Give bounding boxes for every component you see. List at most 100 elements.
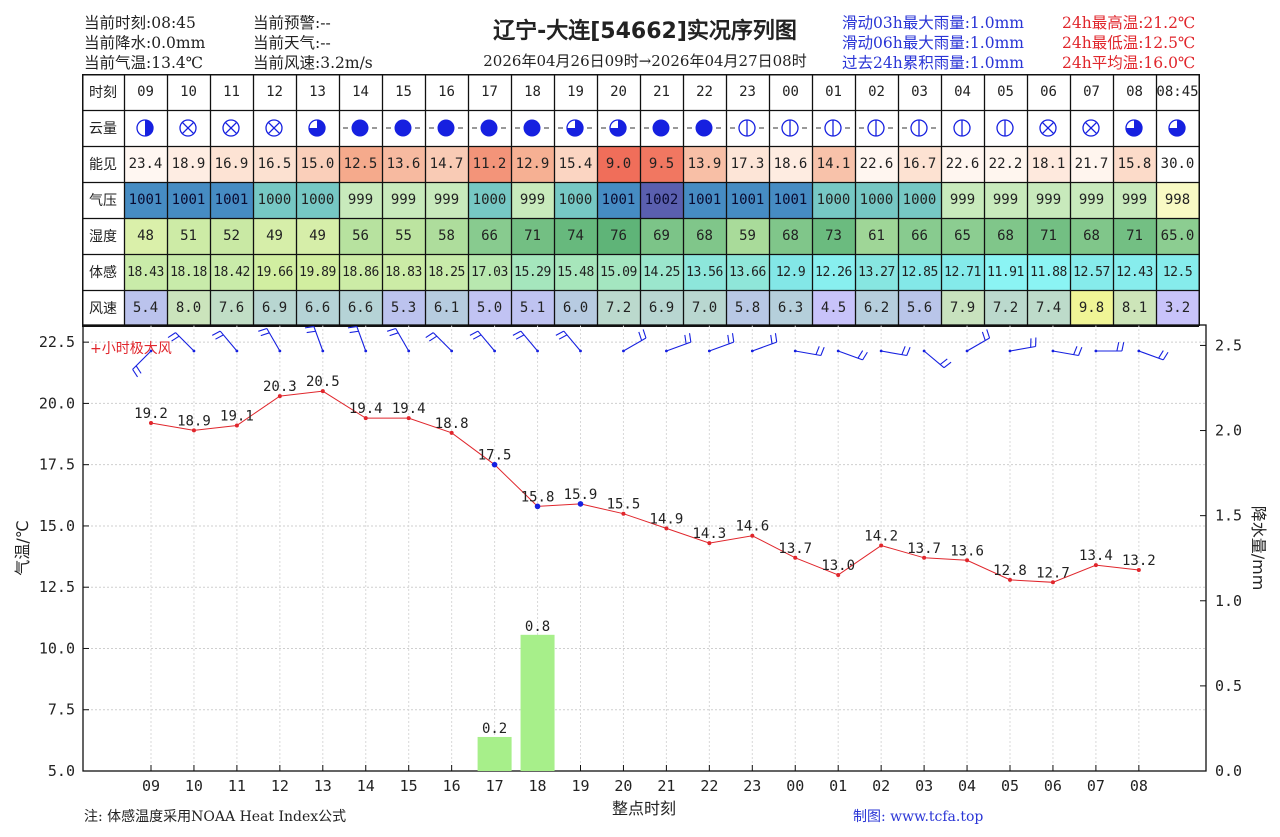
temperature-point <box>449 430 454 435</box>
wind-barb <box>386 327 411 353</box>
apparent-cell: 11.91 <box>984 254 1027 290</box>
cloud-cover-icon <box>687 119 721 137</box>
hour-cell: 00 <box>782 84 799 100</box>
pressure-cell: 999 <box>1113 182 1156 218</box>
humidity-cell: 68 <box>683 218 726 254</box>
apparent-cell: 12.5 <box>1156 254 1199 290</box>
humidity-cell: 49 <box>253 218 296 254</box>
wind-barb <box>555 330 582 353</box>
humidity-cell: 66 <box>898 218 941 254</box>
temperature-point <box>363 416 368 421</box>
cloud-cell <box>1027 110 1070 146</box>
hour-cell: 13 <box>309 84 326 100</box>
hour-cell: 08 <box>1126 84 1143 100</box>
temperature-label: 19.1 <box>220 408 254 424</box>
temperature-point <box>707 541 712 546</box>
temp-stats: 24h最高温:21.2℃ 24h最低温:12.5℃ 24h平均温:16.0℃ <box>1062 13 1195 73</box>
humidity-cell: 68 <box>769 218 812 254</box>
wind-barb <box>793 346 825 357</box>
cloud-cell <box>855 110 898 146</box>
hour-cell: 08:45 <box>1156 84 1199 100</box>
y-left-tick-label: 5.0 <box>48 762 75 780</box>
visibility-cell: 22.6 <box>941 146 984 182</box>
humidity-cell: 68 <box>984 218 1027 254</box>
temperature-label: 20.5 <box>306 374 340 390</box>
hour-cell: 10 <box>180 84 197 100</box>
hour-cell: 01 <box>825 84 842 100</box>
y-right-axis-label: 降水量/mm <box>1249 506 1268 591</box>
cloud-cell <box>425 110 468 146</box>
row-label-0: 时刻 <box>89 85 117 101</box>
cloud-cover-icon <box>472 119 506 137</box>
humidity-cell: 65 <box>941 218 984 254</box>
wind-speed-cell: 5.8 <box>726 290 769 326</box>
wind-barb <box>750 333 778 353</box>
current-temp: 当前气温:13.4℃ <box>84 54 204 72</box>
cloud-cover-icon <box>343 119 377 137</box>
hour-cell: 14 <box>352 84 369 100</box>
cloud-cover-icon <box>773 119 807 137</box>
precip-bar <box>477 736 512 771</box>
pressure-cell: 999 <box>1070 182 1113 218</box>
wind-speed-cell: 8.1 <box>1113 290 1156 326</box>
visibility-cell: 16.9 <box>210 146 253 182</box>
row-label-4: 湿度 <box>89 229 117 245</box>
temperature-point <box>491 461 498 468</box>
temperature-point <box>234 423 239 428</box>
temperature-label: 14.2 <box>864 529 898 545</box>
wind-speed-cell: 8.0 <box>167 290 210 326</box>
hour-cell: 03 <box>911 84 928 100</box>
row-label-1: 云量 <box>89 121 117 137</box>
wind-barb <box>347 326 368 353</box>
hour-cell: 05 <box>997 84 1014 100</box>
wind-speed-cell: 7.4 <box>1027 290 1070 326</box>
cloud-cell <box>1156 110 1199 146</box>
y-left-tick-label: 12.5 <box>39 578 75 596</box>
temp-stat-max: 24h最高温:21.2℃ <box>1062 14 1196 32</box>
visibility-cell: 16.7 <box>898 146 941 182</box>
temperature-point <box>1050 580 1055 585</box>
wind-barb <box>132 349 153 378</box>
pressure-cell: 1001 <box>683 182 726 218</box>
y-left-tick-label: 17.5 <box>39 456 75 474</box>
x-tick-label: 23 <box>743 777 761 795</box>
cloud-cover-icon <box>515 119 549 137</box>
wind-barb <box>167 332 196 353</box>
cloud-cell <box>382 110 425 146</box>
wind-speed-cell: 7.9 <box>941 290 984 326</box>
row-label-3: 气压 <box>89 193 117 209</box>
temperature-label: 19.4 <box>392 401 426 417</box>
temperature-label: 12.7 <box>1036 565 1070 581</box>
wind-barb <box>665 333 692 353</box>
wind-speed-cell: 3.2 <box>1156 290 1199 326</box>
x-tick-label: 22 <box>700 777 718 795</box>
visibility-cell: 12.9 <box>511 146 554 182</box>
y-right-tick-label: 1.0 <box>1215 592 1242 610</box>
temperature-label: 14.6 <box>735 519 769 535</box>
wind-speed-cell: 6.9 <box>640 290 683 326</box>
temperature-point <box>922 555 927 560</box>
apparent-cell: 15.29 <box>511 254 554 290</box>
humidity-cell: 71 <box>1027 218 1070 254</box>
pressure-cell: 999 <box>382 182 425 218</box>
x-tick-label: 11 <box>228 777 246 795</box>
pressure-cell: 1000 <box>554 182 597 218</box>
temperature-label: 15.8 <box>521 489 555 505</box>
x-tick-label: 20 <box>614 777 632 795</box>
humidity-cell: 61 <box>855 218 898 254</box>
hour-cell: 17 <box>481 84 498 100</box>
apparent-cell: 12.9 <box>769 254 812 290</box>
footer-credit[interactable]: 制图: www.tcfa.top <box>853 809 984 825</box>
temperature-label: 17.5 <box>478 448 512 464</box>
temperature-point <box>149 421 153 426</box>
row-label-5: 体感 <box>89 265 117 281</box>
wind-legend: +小时极大风 <box>90 341 172 357</box>
observation-table: 时刻 云量 能见 气压 湿度 体感 风速 09 23.4 1001 48 18.43 5.4 10 18.9… <box>82 74 1200 327</box>
hour-cell: 18 <box>524 84 541 100</box>
apparent-cell: 13.56 <box>683 254 726 290</box>
visibility-cell: 15.4 <box>554 146 597 182</box>
apparent-cell: 18.43 <box>124 254 167 290</box>
pressure-cell: 1000 <box>253 182 296 218</box>
humidity-cell: 69 <box>640 218 683 254</box>
hour-cell: 20 <box>610 84 627 100</box>
